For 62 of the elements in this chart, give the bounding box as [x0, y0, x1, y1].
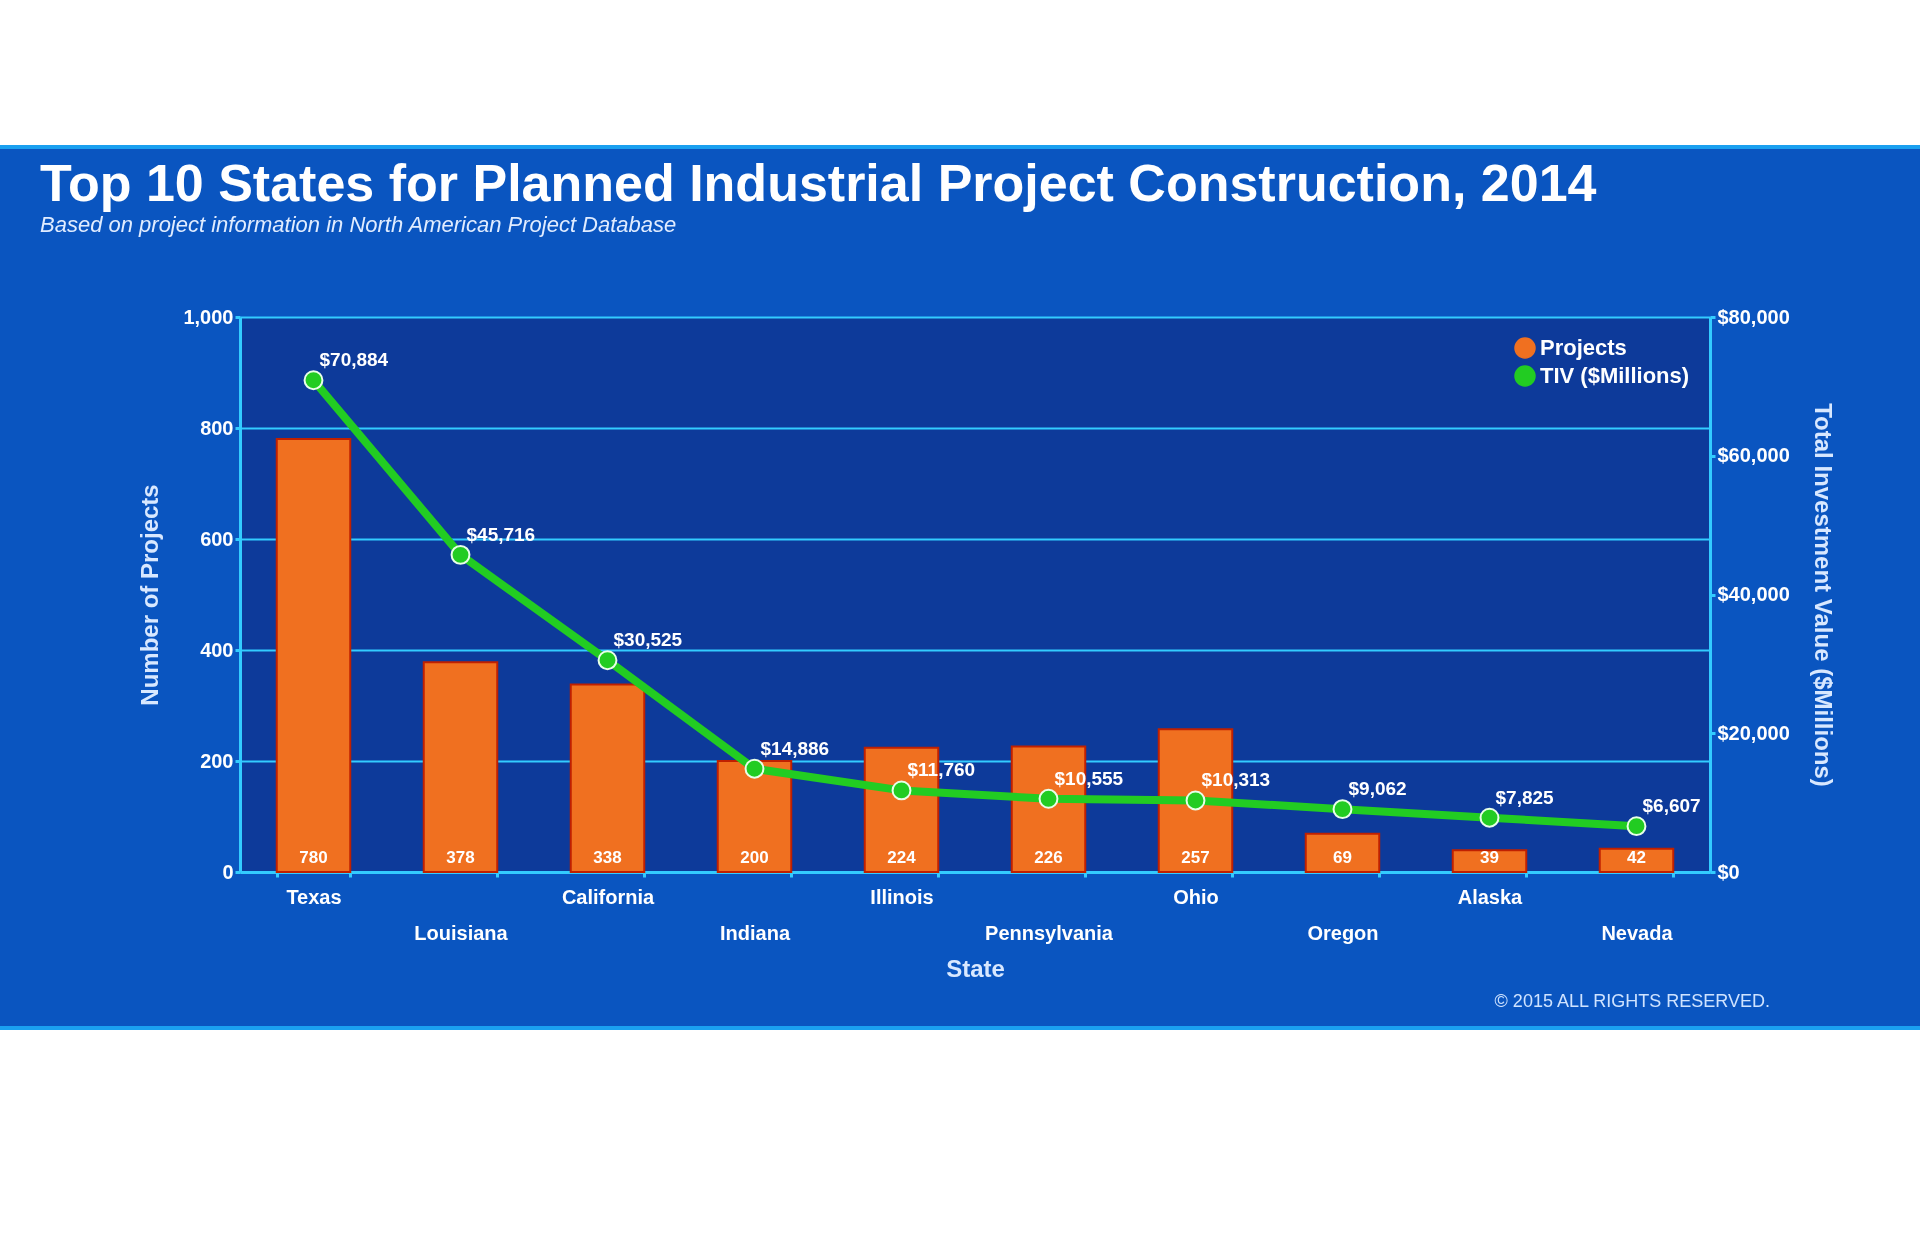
bar: [422, 661, 499, 873]
y2-tick-label: $80,000: [1717, 305, 1790, 328]
data-label: $14,886: [760, 737, 830, 759]
y-tick-label: 200: [200, 749, 234, 772]
data-label: 39: [1480, 848, 1499, 867]
data-label: 42: [1627, 848, 1646, 867]
data-label: 780: [299, 848, 328, 867]
data-label: 224: [887, 848, 917, 867]
x-tick-label: California: [561, 885, 655, 908]
x-tick-label: Illinois: [870, 885, 934, 908]
x-tick-label: Oregon: [1307, 921, 1379, 944]
point: [891, 780, 912, 801]
x-tick-label: Alaska: [1457, 885, 1524, 908]
data-label: 378: [446, 848, 475, 867]
bar: [1598, 847, 1675, 873]
y-tick-label: 800: [200, 416, 234, 439]
bar: [569, 683, 646, 873]
point: [597, 650, 618, 671]
bar: [275, 438, 352, 873]
y-tick-label: 400: [200, 638, 234, 661]
point: [744, 758, 765, 779]
data-label: 257: [1181, 848, 1210, 867]
y-tick-label: 600: [200, 527, 234, 550]
y2-axis-title: Total Investment Value ($Millions): [1809, 403, 1837, 787]
data-label: 200: [740, 848, 769, 867]
x-tick-label: Nevada: [1601, 921, 1674, 944]
x-tick-label: Louisiana: [414, 921, 509, 944]
data-label: $9,062: [1348, 778, 1407, 800]
data-label: $30,525: [613, 629, 683, 651]
bar: [716, 760, 793, 873]
data-label: 338: [593, 848, 622, 867]
bar: [1304, 832, 1381, 873]
x-tick-label: Indiana: [719, 921, 791, 944]
data-label: $7,825: [1495, 786, 1555, 808]
text: © 2015 ALL RIGHTS RESERVED.: [1493, 991, 1771, 1013]
point: [1038, 788, 1059, 809]
data-label: $6,607: [1642, 795, 1701, 817]
data-label: $70,884: [319, 349, 389, 371]
y2-tick-label: $20,000: [1717, 721, 1790, 744]
point: [1626, 816, 1647, 837]
data-label: 69: [1333, 848, 1352, 867]
y2-tick-label: $60,000: [1717, 444, 1790, 467]
point: [303, 370, 324, 391]
y2-tick-label: $0: [1717, 860, 1740, 883]
legend-label: TIV ($Millions): [1540, 363, 1690, 388]
x-tick-label: Pennsylvania: [985, 921, 1114, 944]
point: [1332, 799, 1353, 820]
point: [450, 544, 471, 565]
chart-subtitle: Based on project information in North American Project Database: [40, 212, 677, 237]
y-tick-label: 0: [222, 860, 234, 883]
x-axis-title: State: [946, 954, 1005, 982]
legend-label: Projects: [1540, 335, 1627, 360]
data-label: 226: [1034, 848, 1063, 867]
bar: [1451, 849, 1528, 873]
y2-tick-label: $40,000: [1717, 583, 1790, 605]
y-tick-label: 1,000: [183, 305, 234, 328]
point: [1185, 790, 1206, 811]
x-tick-label: Texas: [286, 885, 342, 908]
chart-title: Top 10 States for Planned Industrial Project Construction, 2014: [40, 154, 1597, 212]
point: [1479, 807, 1500, 828]
y-axis-title: Number of Projects: [136, 484, 164, 706]
x-tick-label: Ohio: [1173, 885, 1219, 908]
